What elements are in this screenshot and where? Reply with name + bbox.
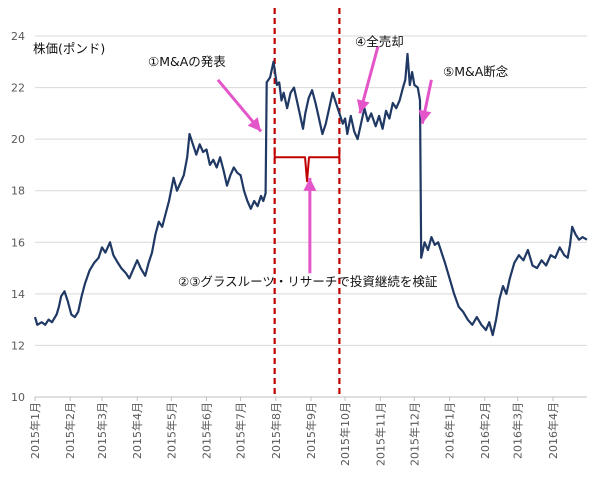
arrow-ma-abandoned-head (418, 109, 432, 124)
annotation-ma-abandoned: ⑤M&A断念 (443, 64, 509, 79)
y-tick-label: 20 (11, 133, 25, 146)
annotation-arrows (216, 45, 433, 274)
x-tick-labels: 2015年1月 2015年2月 2015年3月 2015年4月 2015年5月 2015年… (28, 396, 587, 466)
arrow-grassroots-research-head (303, 177, 317, 191)
x-tick-label: 2015年5月 (164, 402, 178, 459)
y-tick-label: 18 (11, 185, 25, 198)
y-tick-label: 14 (11, 288, 25, 301)
arrow-ma-announcement-head (247, 117, 262, 132)
bracket-path (273, 147, 341, 183)
x-tick-label: 2015年11月 (373, 402, 387, 466)
y-tick-labels: 10 12 14 16 18 20 22 24 (11, 30, 25, 404)
x-tick-label: 2015年10月 (338, 402, 352, 466)
arrow-full-sale-head (356, 99, 370, 114)
x-tick-label: 2015年6月 (200, 402, 214, 459)
x-tick-label: 2015年7月 (234, 402, 248, 459)
x-tick-label: 2015年1月 (28, 402, 42, 459)
y-tick-label: 10 (11, 391, 25, 404)
series-line (33, 52, 588, 337)
annotation-full-sale: ④全売却 (355, 34, 404, 49)
verification-period-bracket (273, 147, 341, 183)
x-tick-label: 2015年8月 (269, 402, 283, 459)
annotation-ma-announcement: ①M&Aの発表 (148, 54, 226, 69)
y-tick-label: 16 (11, 236, 25, 249)
x-tick-label: 2015年3月 (95, 402, 109, 459)
x-tick-label: 2016年3月 (511, 402, 525, 459)
annotation-grassroots-research: ②③グラスルーツ・リサーチで投資継続を検証 (178, 274, 438, 289)
series-group (33, 52, 588, 337)
x-tick-label: 2016年1月 (443, 402, 457, 459)
y-tick-label: 12 (11, 339, 25, 352)
x-tick-label: 2016年4月 (546, 402, 560, 459)
y-axis-unit-label: 株価(ポンド) (33, 41, 105, 56)
x-tick-label: 2015年12月 (407, 402, 421, 466)
x-tick-label: 2015年2月 (63, 402, 77, 459)
reference-lines (273, 8, 341, 397)
x-tick-label: 2015年9月 (304, 402, 318, 459)
y-tick-label: 24 (11, 30, 25, 43)
y-tick-label: 22 (11, 82, 25, 95)
x-tick-label: 2016年2月 (478, 402, 492, 459)
x-tick-label: 2015年4月 (130, 402, 144, 459)
